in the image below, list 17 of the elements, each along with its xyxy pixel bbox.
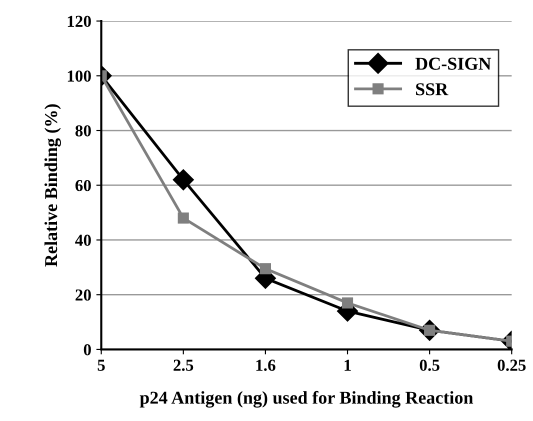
y-tick-label: 40 (75, 234, 91, 246)
x-tick-label: 1.6 (256, 360, 276, 371)
x-tick-label: 1 (344, 360, 351, 371)
y-axis-title: Relative Binding (%) (44, 104, 61, 267)
y-tick-label: 20 (76, 289, 91, 301)
legend-label: DC-SIGN (415, 58, 492, 70)
y-tick-label: 80 (75, 125, 91, 136)
x-axis-title: p24 Antigen (ng) used for Binding Reaction (140, 390, 474, 408)
x-tick-label: 5 (98, 360, 105, 371)
y-tick-label: 100 (68, 70, 91, 82)
y-tick-label: 0 (84, 344, 91, 356)
y-tick-label: 120 (68, 16, 91, 27)
x-tick-label: 0.25 (498, 360, 526, 371)
x-tick-label: 0.5 (420, 360, 440, 371)
y-tick-label: 60 (75, 180, 91, 192)
legend-label: SSR (416, 83, 448, 96)
x-tick-label: 2.5 (174, 360, 194, 371)
